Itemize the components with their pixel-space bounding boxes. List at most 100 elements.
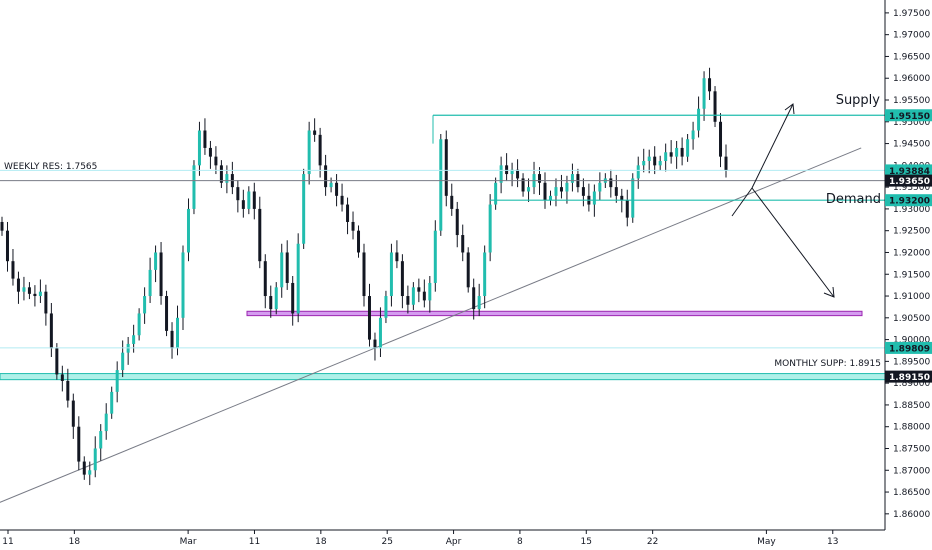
candle-body: [263, 261, 267, 297]
price-tick-label: 1.97500: [893, 9, 930, 19]
candle-body: [570, 174, 574, 183]
price-tick-label: 1.93500: [893, 183, 930, 193]
candle-body: [357, 230, 361, 253]
candle-body: [411, 287, 415, 305]
price-tick-label: 1.86000: [893, 510, 930, 520]
price-tick-label: 1.96000: [893, 74, 930, 84]
price-tick-label: 1.92000: [893, 248, 930, 258]
monthly-supp-label: MONTHLY SUPP: 1.8915: [774, 359, 881, 369]
price-label-box: [885, 341, 932, 354]
time-tick-label: 11: [249, 537, 260, 547]
candle-body: [362, 252, 366, 297]
candle-body: [176, 317, 180, 349]
candle-body: [653, 156, 657, 166]
candle-body: [406, 296, 410, 305]
candle-body: [71, 400, 75, 427]
candle-body: [631, 178, 635, 218]
candle-body: [115, 370, 119, 392]
time-tick-label: Apr: [446, 537, 462, 547]
candle-body: [708, 78, 712, 92]
candle-body: [82, 461, 86, 475]
time-tick-label: 18: [315, 537, 327, 547]
candle-body: [675, 147, 679, 157]
candle-body: [581, 187, 585, 196]
candle-body: [680, 147, 684, 157]
candle-body: [455, 208, 459, 236]
candle-body: [11, 261, 15, 279]
price-label-text: 1.93884: [889, 167, 930, 177]
price-tick-label: 1.88500: [893, 401, 930, 411]
candle-body: [494, 182, 498, 205]
price-tick-label: 1.95000: [893, 118, 930, 128]
candle-body: [93, 448, 97, 471]
candle-body: [132, 335, 136, 344]
candle-body: [22, 287, 26, 292]
candle-body: [417, 287, 421, 292]
candle-body: [49, 313, 53, 349]
price-label-text: 1.93650: [889, 177, 930, 187]
candle-body: [38, 291, 42, 297]
candle-body: [527, 187, 531, 192]
purple-demand-zone: [246, 310, 863, 317]
candle-body: [258, 208, 262, 262]
candle-body: [60, 374, 64, 381]
price-label-box: [885, 164, 932, 177]
price-tick-label: 1.89000: [893, 379, 930, 389]
candle-body: [252, 191, 256, 209]
price-tick-label: 1.92500: [893, 227, 930, 237]
price-tick-label: 1.91000: [893, 292, 930, 302]
candle-body: [170, 330, 174, 349]
candle-body: [559, 187, 563, 192]
candle-body: [389, 252, 393, 297]
candle-body: [367, 296, 371, 340]
candle-body: [154, 252, 158, 270]
price-tick-label: 1.93000: [893, 205, 930, 215]
candle-body: [148, 269, 152, 297]
candle-body: [719, 121, 723, 157]
candle-body: [208, 147, 212, 157]
candle-body: [203, 130, 207, 148]
candle-body: [143, 296, 147, 314]
candle-body: [395, 252, 399, 262]
candle-body: [422, 291, 426, 301]
time-axis[interactable]: 11 18 Mar 11 18 25 Apr 8 15 22 May 13: [0, 529, 885, 547]
candle-body: [433, 230, 437, 283]
candle-body: [219, 165, 223, 183]
candle-body: [27, 287, 31, 294]
candle-body: [318, 134, 322, 166]
candle-body: [44, 291, 48, 314]
price-tick-label: 1.87000: [893, 466, 930, 476]
candle-body: [724, 156, 728, 171]
candle-body: [642, 160, 646, 166]
candle-body: [0, 221, 4, 231]
candle-body: [565, 182, 569, 192]
candle-body: [313, 130, 317, 135]
candle-body: [538, 174, 542, 183]
candle-body: [280, 252, 284, 288]
price-tick-label: 1.90500: [893, 314, 930, 324]
candle-body: [472, 287, 476, 310]
arrow-up: [751, 103, 794, 189]
price-axis[interactable]: 1.97500 1.97000 1.96500 1.96000 1.95500 1.950…: [884, 0, 930, 530]
time-tick-label: 15: [581, 537, 592, 547]
price-label-box: [885, 109, 932, 122]
monthly-support-zone: [0, 373, 886, 381]
candle-body: [99, 431, 103, 449]
candle-body: [324, 165, 328, 188]
candle-body: [444, 139, 448, 196]
annotations-layer: Supply Demand WEEKLY RES: 1.7565 MONTHLY…: [4, 93, 881, 369]
candle-body: [88, 470, 92, 475]
candles-layer: [0, 67, 728, 486]
time-tick-label: 13: [827, 537, 838, 547]
candle-body: [609, 178, 613, 188]
candle-body: [335, 182, 339, 196]
candle-body: [165, 296, 169, 331]
price-tick-label: 1.94500: [893, 140, 930, 150]
candle-body: [66, 380, 70, 401]
candle-body: [713, 91, 717, 122]
candle-body: [225, 174, 229, 183]
candle-body: [483, 252, 487, 297]
candle-body: [488, 204, 492, 253]
candle-body: [384, 296, 388, 318]
